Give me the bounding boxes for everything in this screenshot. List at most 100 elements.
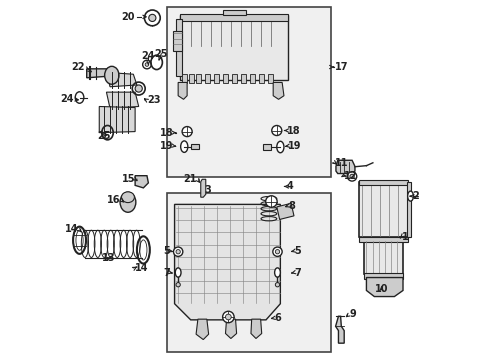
- Bar: [188, 74, 194, 83]
- Bar: [263, 144, 271, 149]
- Ellipse shape: [145, 63, 148, 66]
- Text: 6: 6: [273, 313, 280, 323]
- Text: 12: 12: [344, 171, 357, 181]
- Bar: [363, 273, 402, 279]
- Text: 14: 14: [135, 263, 148, 273]
- Bar: [176, 19, 182, 76]
- Text: 7: 7: [163, 267, 169, 278]
- Bar: [359, 237, 407, 242]
- Bar: [190, 144, 198, 149]
- Ellipse shape: [275, 249, 279, 254]
- Bar: [167, 193, 330, 352]
- Text: 24: 24: [61, 94, 74, 104]
- Text: 25: 25: [97, 131, 110, 141]
- Ellipse shape: [274, 268, 280, 277]
- Bar: [359, 182, 407, 237]
- Bar: [223, 10, 246, 15]
- Polygon shape: [178, 82, 187, 99]
- Bar: [359, 180, 407, 185]
- Text: 20: 20: [122, 12, 135, 22]
- Text: 10: 10: [374, 284, 387, 294]
- Polygon shape: [106, 92, 139, 108]
- Ellipse shape: [222, 311, 234, 323]
- Bar: [214, 74, 219, 83]
- Ellipse shape: [148, 14, 156, 22]
- Bar: [196, 74, 201, 83]
- Polygon shape: [276, 203, 293, 220]
- Text: 19: 19: [160, 141, 173, 151]
- Text: 14: 14: [65, 225, 79, 234]
- Ellipse shape: [407, 191, 412, 201]
- Polygon shape: [366, 278, 402, 297]
- Polygon shape: [201, 179, 205, 197]
- Text: 25: 25: [154, 49, 168, 59]
- Ellipse shape: [176, 249, 180, 254]
- Ellipse shape: [349, 174, 353, 179]
- Ellipse shape: [180, 141, 187, 152]
- Ellipse shape: [135, 85, 142, 92]
- Bar: [249, 74, 254, 83]
- Text: 24: 24: [142, 51, 155, 61]
- Text: 4: 4: [286, 181, 293, 192]
- Polygon shape: [335, 160, 354, 174]
- Text: 16: 16: [107, 195, 121, 205]
- Ellipse shape: [121, 192, 134, 203]
- Ellipse shape: [75, 92, 83, 103]
- Ellipse shape: [176, 283, 180, 287]
- Polygon shape: [86, 69, 111, 78]
- Polygon shape: [250, 319, 261, 338]
- Ellipse shape: [225, 314, 231, 320]
- Polygon shape: [106, 72, 137, 87]
- Text: 1: 1: [401, 232, 407, 242]
- Text: 11: 11: [334, 158, 347, 168]
- Text: 18: 18: [286, 126, 300, 135]
- Text: 22: 22: [71, 62, 85, 72]
- Ellipse shape: [175, 268, 181, 277]
- Ellipse shape: [276, 141, 284, 153]
- Bar: [241, 74, 245, 83]
- Text: 3: 3: [204, 185, 211, 195]
- Bar: [182, 74, 186, 83]
- Text: 5: 5: [293, 246, 300, 256]
- Ellipse shape: [120, 192, 136, 212]
- Bar: [172, 31, 182, 51]
- Text: 15: 15: [122, 174, 135, 184]
- Ellipse shape: [144, 10, 160, 26]
- Text: 7: 7: [293, 267, 300, 278]
- Bar: [406, 182, 410, 237]
- Polygon shape: [174, 204, 280, 320]
- Ellipse shape: [271, 126, 281, 135]
- Text: 8: 8: [287, 201, 295, 211]
- Ellipse shape: [346, 172, 356, 181]
- Bar: [267, 74, 272, 83]
- Polygon shape: [225, 319, 236, 338]
- Bar: [167, 7, 330, 177]
- Polygon shape: [273, 82, 284, 99]
- Ellipse shape: [104, 66, 119, 84]
- Text: 21: 21: [183, 174, 197, 184]
- Text: 19: 19: [287, 141, 301, 151]
- Bar: [258, 74, 264, 83]
- Bar: [363, 240, 402, 274]
- Ellipse shape: [272, 247, 282, 256]
- Text: 5: 5: [163, 246, 169, 256]
- Polygon shape: [135, 176, 148, 188]
- Ellipse shape: [275, 283, 279, 287]
- Polygon shape: [99, 107, 135, 133]
- Bar: [180, 15, 287, 80]
- Ellipse shape: [182, 127, 192, 136]
- Bar: [223, 74, 227, 83]
- Polygon shape: [196, 319, 208, 339]
- Ellipse shape: [265, 196, 277, 207]
- Text: 18: 18: [160, 128, 173, 138]
- Polygon shape: [335, 316, 344, 343]
- Text: 2: 2: [411, 191, 418, 201]
- Bar: [180, 14, 287, 21]
- Bar: [204, 74, 210, 83]
- Text: 17: 17: [334, 62, 347, 72]
- Ellipse shape: [142, 60, 151, 69]
- Text: 9: 9: [348, 310, 355, 319]
- Bar: [231, 74, 237, 83]
- Text: 13: 13: [102, 253, 116, 263]
- Ellipse shape: [173, 247, 183, 256]
